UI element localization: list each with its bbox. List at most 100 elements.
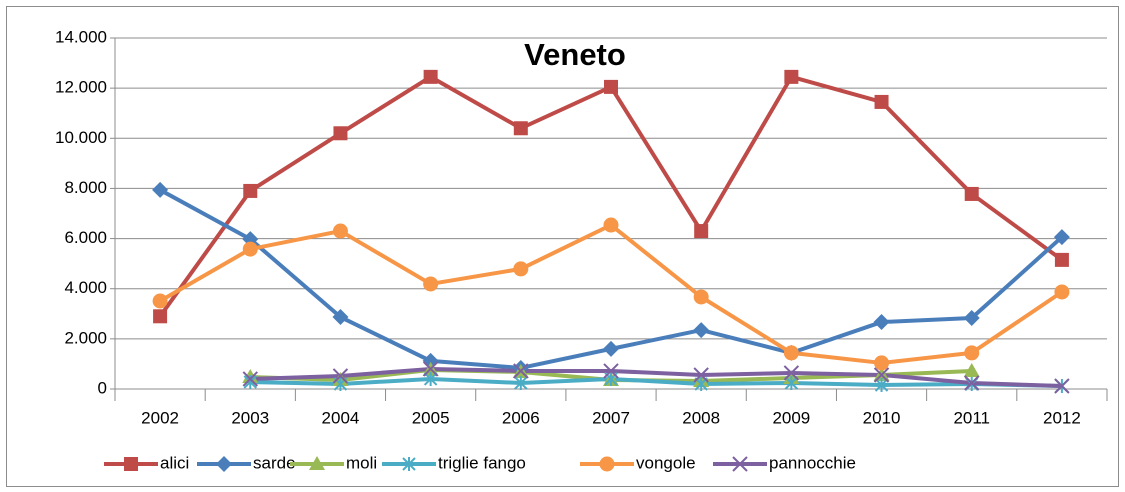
marker (1054, 252, 1069, 267)
marker-shape (152, 293, 168, 309)
marker-shape (243, 183, 258, 198)
marker (874, 94, 889, 109)
y-tick-label: 14.000 (55, 27, 107, 46)
marker-shape (603, 217, 619, 233)
marker (513, 121, 528, 136)
marker (964, 375, 980, 391)
y-tick-label: 6.000 (64, 228, 107, 247)
marker (603, 363, 619, 379)
marker-shape (784, 375, 799, 390)
marker-shape (693, 289, 709, 305)
x-tick-label: 2010 (863, 408, 901, 427)
marker-shape (694, 224, 709, 239)
marker-shape (216, 456, 232, 472)
marker-shape (964, 345, 980, 361)
marker (423, 69, 438, 84)
marker (603, 340, 619, 357)
marker (963, 362, 980, 377)
x-tick-label: 2003 (231, 408, 269, 427)
marker (784, 375, 799, 390)
marker-shape (332, 368, 349, 384)
marker (874, 377, 889, 392)
marker-shape (124, 457, 138, 471)
marker (604, 79, 618, 94)
marker (422, 361, 439, 377)
marker (694, 224, 709, 239)
marker-shape (513, 121, 528, 136)
marker (1053, 229, 1070, 246)
y-tick-label: 2.000 (64, 328, 107, 347)
marker (874, 355, 890, 371)
marker (514, 375, 528, 390)
x-tick-label: 2009 (772, 408, 810, 427)
marker-shape (514, 375, 528, 390)
legend-label: sarde (253, 453, 296, 472)
marker-shape (152, 181, 169, 198)
marker-shape (513, 363, 529, 379)
x-tick-label: 2004 (322, 408, 360, 427)
legend-label: alici (160, 453, 189, 472)
marker-shape (243, 374, 257, 389)
marker-shape (783, 345, 799, 361)
x-tick-label: 2011 (953, 408, 990, 427)
marker (242, 371, 258, 387)
legend-label: triglie fango (438, 453, 526, 472)
marker (423, 371, 438, 386)
marker (124, 457, 138, 471)
legend-label: moli (346, 453, 377, 472)
marker (513, 363, 529, 379)
marker-shape (1054, 284, 1070, 300)
marker-shape (242, 371, 258, 387)
y-tick-label: 10.000 (55, 128, 107, 147)
marker (873, 367, 890, 383)
marker (693, 322, 710, 339)
marker (732, 456, 748, 472)
marker (1054, 284, 1070, 300)
marker (963, 310, 980, 327)
marker-shape (964, 186, 979, 201)
x-tick-label: 2012 (1043, 408, 1081, 427)
y-tick-label: 12.000 (55, 78, 107, 97)
marker (243, 183, 258, 198)
marker-shape (153, 309, 168, 324)
x-tick-label: 2002 (141, 408, 179, 427)
marker-shape (423, 276, 439, 292)
x-tick-label: 2006 (502, 408, 540, 427)
marker-shape (422, 361, 439, 377)
marker (309, 456, 325, 470)
marker (423, 276, 439, 292)
marker-shape (693, 322, 710, 339)
marker-shape (693, 367, 709, 383)
marker-shape (783, 365, 800, 381)
marker (513, 261, 529, 277)
marker (153, 309, 168, 324)
marker-shape (332, 223, 348, 239)
marker (332, 223, 348, 239)
marker (964, 186, 979, 201)
marker-shape (732, 456, 748, 472)
marker (693, 367, 709, 383)
marker (783, 345, 799, 361)
marker (784, 69, 799, 84)
marker-shape (242, 241, 258, 257)
marker-shape (333, 126, 348, 141)
series-line (250, 366, 1062, 388)
marker-shape (603, 340, 619, 357)
marker-shape (874, 94, 889, 109)
marker-shape (1054, 252, 1069, 267)
marker-shape (309, 456, 325, 470)
marker (783, 365, 800, 381)
marker-shape (964, 375, 980, 391)
marker-shape (1053, 229, 1070, 246)
y-tick-label: 4.000 (64, 278, 107, 297)
x-tick-label: 2007 (592, 408, 630, 427)
marker (964, 345, 980, 361)
marker (402, 457, 416, 471)
legend-label: pannocchie (769, 453, 856, 472)
marker (152, 181, 169, 198)
marker (243, 374, 257, 389)
marker-shape (604, 79, 618, 94)
marker-shape (874, 377, 889, 392)
marker-shape (963, 362, 980, 377)
